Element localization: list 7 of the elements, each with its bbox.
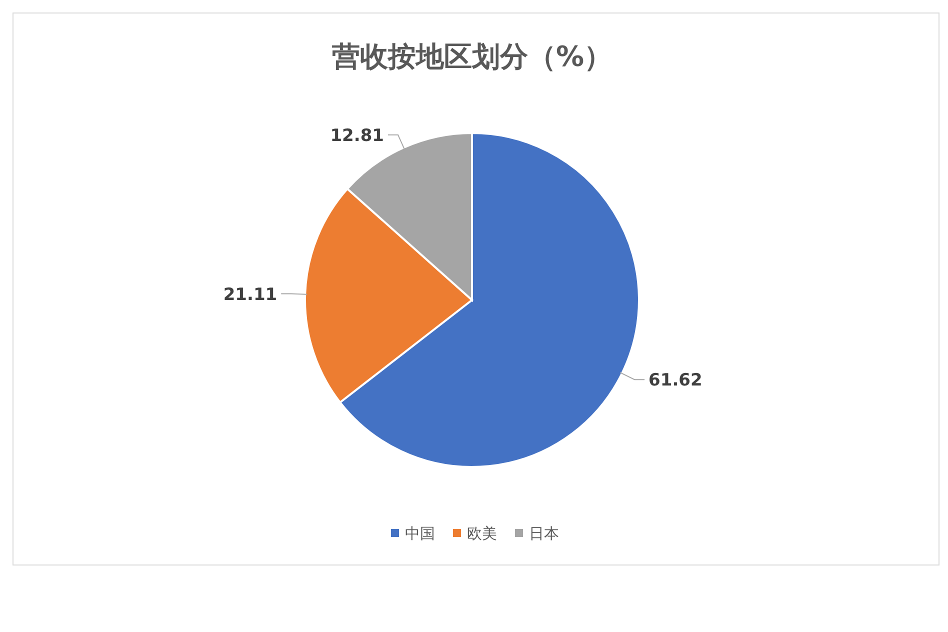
legend-label: 日本 bbox=[529, 524, 559, 542]
legend-label: 中国 bbox=[405, 524, 435, 542]
data-label: 61.62 bbox=[648, 370, 702, 391]
legend-label: 欧美 bbox=[467, 524, 497, 542]
data-label: 21.11 bbox=[223, 284, 278, 305]
chart-title: 营收按地区划分（%） bbox=[330, 40, 612, 73]
data-label: 12.81 bbox=[330, 126, 384, 146]
